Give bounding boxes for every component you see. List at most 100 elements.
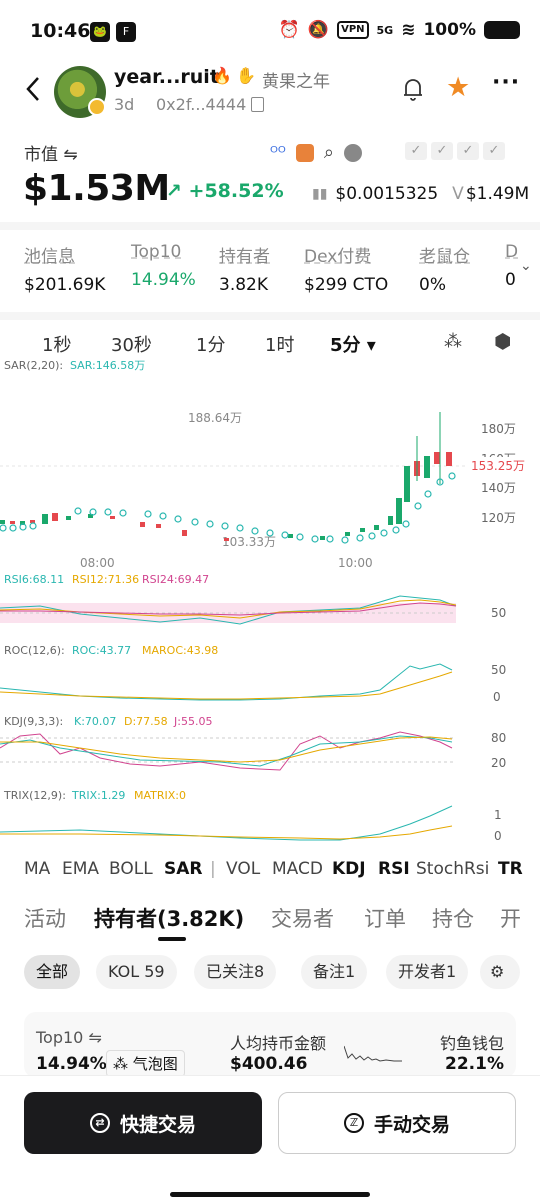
status-icons: ⏰ 🔕 VPN 5G ≋ 100% bbox=[279, 20, 520, 40]
indicator-tab-kdj[interactable]: KDJ bbox=[332, 859, 366, 879]
timeframe-30s[interactable]: 30秒 bbox=[111, 335, 152, 356]
avg-holding-value: $400.46 bbox=[230, 1054, 308, 1074]
token-address[interactable]: 0x2f...4444 bbox=[156, 95, 247, 114]
stat-top10[interactable]: Top10 14.94% bbox=[131, 242, 196, 290]
trix-tick: 0 bbox=[494, 829, 502, 843]
sar-value: SAR:146.58万 bbox=[70, 359, 145, 372]
sparkline bbox=[344, 1045, 402, 1062]
stat-dex-paid[interactable]: Dex付费 $299 CTO bbox=[304, 247, 389, 295]
tab-orders[interactable]: 订单 bbox=[364, 907, 406, 931]
more-icon[interactable]: ··· bbox=[492, 70, 521, 95]
platform-icons: ᴼᴼ ⌕ bbox=[270, 142, 362, 163]
check-icon: ✓ bbox=[483, 142, 505, 160]
indicator-tab-trix[interactable]: TR bbox=[498, 859, 523, 879]
indicator-tab-ema[interactable]: EMA bbox=[62, 859, 100, 879]
security-checks: ✓ ✓ ✓ ✓ bbox=[405, 142, 505, 160]
hexagon-settings-icon[interactable]: ⬢ bbox=[494, 329, 512, 353]
wifi-icon: ≋ bbox=[401, 20, 416, 40]
filter-notes[interactable]: 备注1 bbox=[301, 955, 368, 989]
current-price: 153.25万 bbox=[471, 459, 525, 473]
status-time: 10:46 bbox=[30, 20, 91, 42]
price-chart[interactable]: SAR(2,20): SAR:146.58万 188.64万 103.33万 1… bbox=[0, 356, 540, 856]
slash-icon: ℤ bbox=[343, 1113, 364, 1133]
manual-trade-button[interactable]: ℤ 手动交易 bbox=[278, 1092, 516, 1154]
time-tick: 10:00 bbox=[338, 556, 373, 570]
market-cap-value: $1.53M bbox=[23, 168, 170, 209]
quick-trade-button[interactable]: ⇄ 快捷交易 bbox=[24, 1092, 262, 1154]
roc-tick: 0 bbox=[493, 690, 501, 704]
tab-more[interactable]: 开 bbox=[500, 907, 521, 931]
indicator-tab-sar[interactable]: SAR bbox=[164, 859, 203, 879]
fox-icon[interactable] bbox=[295, 143, 314, 162]
timeframe-1h[interactable]: 1时 bbox=[265, 335, 295, 356]
market-cap-label[interactable]: 市值 ⇋ bbox=[24, 145, 78, 165]
stat-pool[interactable]: 池信息 $201.69K bbox=[24, 247, 106, 295]
bubble-map-button[interactable]: ⁂ 气泡图 bbox=[106, 1050, 185, 1077]
bubbles-icon[interactable]: ⁂ bbox=[444, 331, 462, 352]
check-icon: ✓ bbox=[405, 142, 427, 160]
market-cap-change: ↗ +58.52% bbox=[166, 180, 284, 202]
stat-insiders[interactable]: 老鼠仓 0% bbox=[419, 247, 470, 295]
f-app-icon: F bbox=[116, 22, 136, 42]
phishing-wallet-value: 22.1% bbox=[445, 1054, 504, 1074]
price-volume-line: ▮▮ $0.0015325 V $1.49M bbox=[312, 184, 529, 204]
sar-name: SAR(2,20): bbox=[4, 359, 63, 372]
indicator-separator: | bbox=[210, 859, 216, 879]
indicator-tab-macd[interactable]: MACD bbox=[272, 859, 323, 879]
filter-developer[interactable]: 开发者1 bbox=[386, 955, 469, 989]
home-indicator[interactable] bbox=[170, 1192, 370, 1197]
timeframe-1s[interactable]: 1秒 bbox=[42, 335, 72, 356]
token-header: year...ruit 🔥 ✋ 黄果之年 3d 0x2f...4444 ★ ··… bbox=[0, 62, 540, 126]
high-label: 188.64万 bbox=[188, 411, 242, 425]
chain-badge-icon bbox=[88, 98, 106, 116]
price-tick: 140万 bbox=[481, 481, 516, 495]
filter-all[interactable]: 全部 bbox=[24, 955, 81, 989]
check-icon: ✓ bbox=[431, 142, 453, 160]
indicator-tab-stochrsi[interactable]: StochRsi bbox=[416, 859, 490, 879]
kdj-tick: 20 bbox=[491, 756, 506, 770]
market-cap-section: 市值 ⇋ $1.53M ↗ +58.52% ᴼᴼ ⌕ ✓ ✓ ✓ ✓ ▮▮ $0… bbox=[0, 130, 540, 222]
expand-chevron-icon[interactable]: ⌄ bbox=[520, 258, 532, 274]
token-name: year...ruit bbox=[114, 66, 219, 88]
tab-traders[interactable]: 交易者 bbox=[271, 907, 334, 931]
filter-followed[interactable]: 已关注8 bbox=[194, 955, 277, 989]
roc-tick: 50 bbox=[491, 663, 506, 677]
tab-holders[interactable]: 持有者(3.82K) bbox=[94, 907, 245, 931]
copy-icon[interactable] bbox=[251, 97, 264, 112]
timeframe-1m[interactable]: 1分 bbox=[196, 335, 226, 356]
filter-kol[interactable]: KOL 59 bbox=[96, 955, 177, 989]
bottom-action-bar: ⇄ 快捷交易 ℤ 手动交易 bbox=[0, 1075, 540, 1199]
search-icon[interactable]: ⌕ bbox=[323, 142, 334, 163]
check-icon: ✓ bbox=[457, 142, 479, 160]
hand-icon: ✋ bbox=[236, 66, 256, 85]
favorite-star-icon[interactable]: ★ bbox=[446, 72, 471, 103]
section-divider bbox=[0, 312, 540, 320]
tab-positions[interactable]: 持仓 bbox=[432, 907, 474, 931]
people-icon[interactable]: ᴼᴼ bbox=[270, 143, 286, 162]
back-arrow-icon[interactable] bbox=[22, 74, 46, 104]
shield-icon[interactable] bbox=[343, 143, 362, 162]
battery-icon bbox=[484, 21, 520, 39]
bell-icon[interactable] bbox=[401, 76, 425, 102]
kdj-k: K:70.07 bbox=[74, 715, 116, 728]
stat-holders[interactable]: 持有者 3.82K bbox=[219, 247, 270, 295]
indicator-tabs: MA EMA BOLL SAR | VOL MACD KDJ RSI Stoch… bbox=[0, 857, 540, 887]
indicator-tab-boll[interactable]: BOLL bbox=[109, 859, 153, 879]
avg-holding-label: 人均持币金额 bbox=[230, 1034, 327, 1053]
swap-icon: ⇄ bbox=[89, 1113, 110, 1133]
timeframe-5m[interactable]: 5分 ▾ bbox=[330, 335, 376, 356]
volume-value: $1.49M bbox=[465, 184, 530, 204]
rsi24-value: RSI24:69.47 bbox=[142, 573, 209, 586]
top10-label[interactable]: Top10 ⇋ bbox=[36, 1028, 102, 1047]
indicator-tab-vol[interactable]: VOL bbox=[226, 859, 261, 879]
rsi6-value: RSI6:68.11 bbox=[4, 573, 64, 586]
top10-value: 14.94% bbox=[36, 1054, 107, 1074]
indicator-tab-rsi[interactable]: RSI bbox=[378, 859, 410, 879]
indicator-tab-ma[interactable]: MA bbox=[24, 859, 51, 879]
candle-icon: ▮▮ bbox=[312, 186, 328, 202]
kdj-d: D:77.58 bbox=[124, 715, 168, 728]
price-tick: 120万 bbox=[481, 511, 516, 525]
filter-settings-icon[interactable]: ⚙ bbox=[480, 955, 520, 989]
tab-activity[interactable]: 活动 bbox=[24, 907, 66, 931]
